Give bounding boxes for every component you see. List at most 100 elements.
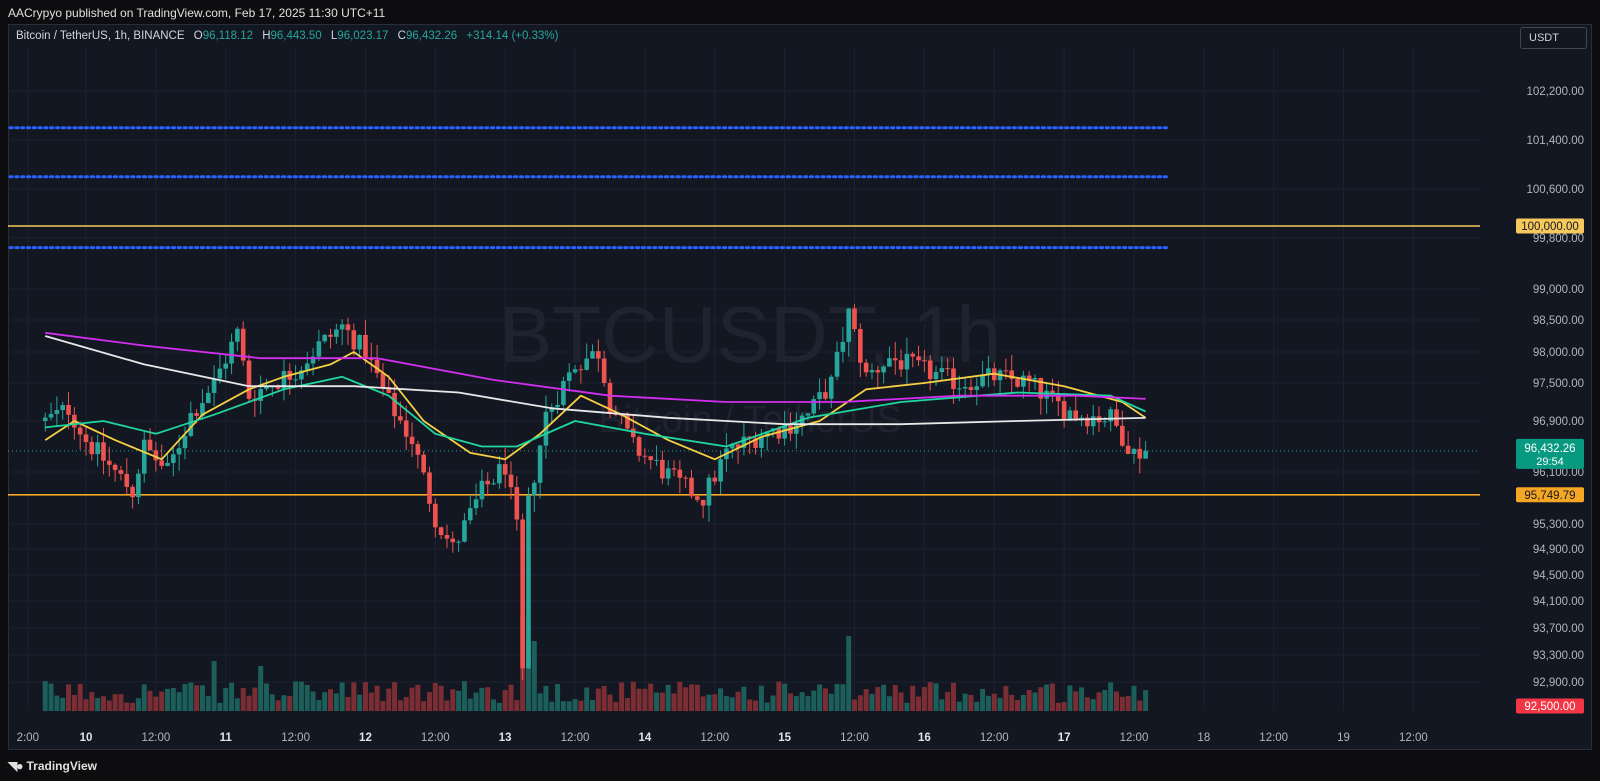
currency-selector-button[interactable]: USDT: [1520, 27, 1587, 49]
volume-bar: [165, 688, 171, 711]
legend-close: 96,432.26: [405, 30, 458, 42]
volume-bar: [869, 693, 875, 711]
time-tick-label: 15: [778, 732, 791, 744]
time-tick-label: 12:00: [141, 732, 170, 744]
volume-bar: [945, 692, 951, 711]
candle-body: [1044, 390, 1049, 399]
price-tick-label: 94,900.00: [1533, 544, 1584, 556]
volume-bar: [450, 689, 456, 711]
candle-body: [240, 328, 246, 361]
volume-bar: [892, 685, 898, 711]
candle-body: [66, 404, 71, 415]
volume-bar: [252, 687, 258, 711]
volume-bar: [1084, 697, 1090, 711]
candle-body: [531, 482, 537, 496]
tradingview-logo-icon: ◥●: [8, 759, 24, 773]
volume-bar: [269, 694, 275, 711]
candle-body: [357, 334, 362, 350]
candle-body: [520, 519, 525, 669]
volume-bar: [677, 681, 683, 711]
candle-body: [316, 341, 322, 357]
moving-averages: [44, 331, 1147, 461]
candle-body: [1061, 401, 1067, 420]
price-tick-label: 92,900.00: [1533, 677, 1584, 689]
volume-bar: [846, 636, 852, 711]
legend-low: 96,023.17: [337, 30, 389, 42]
candle-body: [514, 487, 520, 520]
candle-body: [368, 359, 374, 361]
candle-body: [869, 370, 875, 373]
volume-bar: [293, 681, 299, 711]
candle-body: [403, 420, 409, 437]
volume-bar: [1119, 696, 1125, 711]
volume-bar: [415, 684, 421, 711]
volume-bar: [1096, 692, 1102, 711]
candlesticks: [42, 303, 1148, 681]
published-caption: AACrypyo published on TradingView.com, F…: [8, 6, 386, 20]
volume-bar: [351, 682, 357, 711]
candle-body: [462, 520, 467, 542]
candle-body: [1137, 448, 1143, 459]
volume-bar: [852, 699, 858, 711]
volume-bar: [659, 692, 665, 711]
candle-body: [875, 370, 881, 373]
volume-bar: [607, 694, 613, 711]
volume-bar: [694, 684, 700, 711]
volume-bar: [595, 688, 601, 711]
time-tick-label: 2:00: [17, 732, 39, 744]
candle-body: [729, 444, 735, 449]
volume-bar: [1003, 686, 1009, 711]
symbol-watermark: BTCUSDT, 1h Bitcoin / TetherUS: [499, 290, 1001, 441]
candle-body: [572, 369, 578, 373]
candle-body: [630, 428, 636, 438]
candle-body: [601, 358, 607, 383]
volume-bar: [1026, 689, 1032, 711]
volume-bar: [182, 684, 188, 711]
volume-bar: [42, 681, 48, 711]
volume-bar: [817, 684, 823, 711]
volume-bar: [298, 681, 304, 711]
candle-body: [898, 360, 904, 370]
time-tick-label: 10: [80, 732, 93, 744]
volume-bar: [834, 684, 840, 711]
candle-body: [141, 439, 147, 474]
volume-bar: [100, 696, 106, 711]
candle-body: [648, 456, 654, 461]
volume-bar: [48, 683, 54, 711]
volume-bar: [927, 681, 933, 711]
volume-bar: [1102, 690, 1108, 711]
volume-bar: [496, 702, 502, 711]
candle-body: [782, 425, 787, 439]
volume-bars: [42, 616, 1149, 711]
candle-body: [537, 445, 543, 483]
volume-bar: [386, 688, 392, 711]
volume-bar: [642, 688, 648, 711]
volume-bar: [374, 685, 380, 711]
volume-bar: [1061, 702, 1067, 711]
time-tick-label: 12:00: [1399, 732, 1428, 744]
candle-body: [980, 374, 985, 387]
candle-body: [636, 437, 642, 456]
volume-bar: [199, 685, 205, 711]
candle-body: [421, 454, 426, 473]
volume-bar: [525, 641, 531, 711]
volume-bar: [310, 691, 316, 711]
legend-high: 96,443.50: [270, 30, 322, 42]
volume-bar: [263, 683, 269, 711]
volume-bar: [735, 691, 741, 711]
volume-bar: [904, 702, 910, 711]
candle-body: [1067, 410, 1073, 420]
volume-bar: [362, 682, 368, 711]
time-tick-label: 17: [1058, 732, 1071, 744]
candle-body: [596, 351, 601, 359]
volume-bar: [898, 692, 904, 711]
volume-bar: [974, 701, 980, 711]
candle-body: [852, 308, 857, 330]
candle-body: [700, 499, 706, 506]
volume-bar: [590, 700, 596, 711]
volume-bar: [141, 684, 147, 711]
time-tick-label: 12:00: [1259, 732, 1288, 744]
volume-bar: [275, 700, 281, 711]
volume-bar: [1125, 695, 1131, 711]
